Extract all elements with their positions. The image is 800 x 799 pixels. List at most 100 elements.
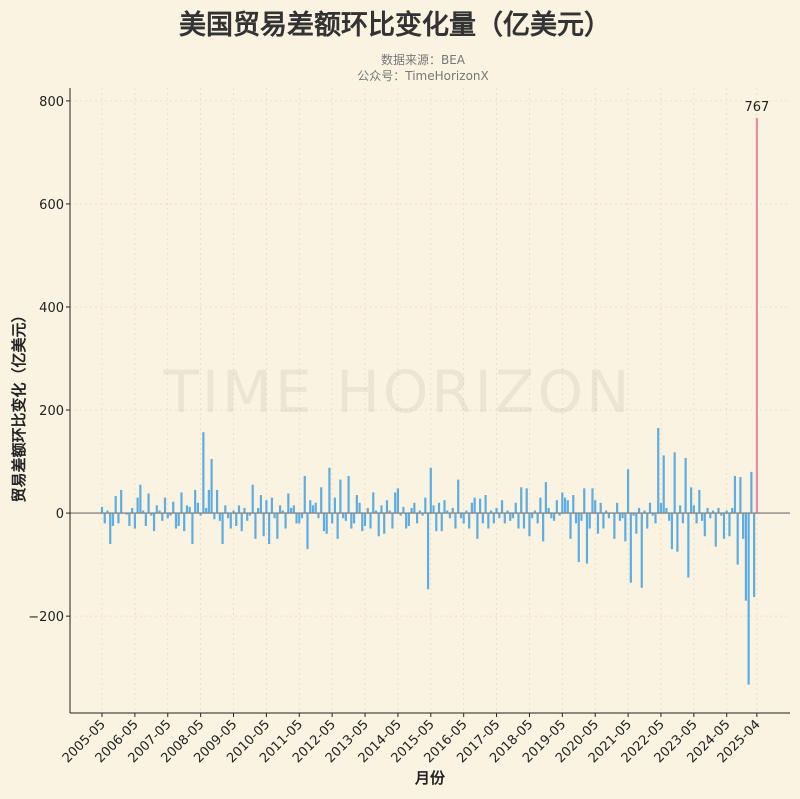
- bar: [728, 513, 731, 537]
- bar: [687, 513, 690, 578]
- bar: [152, 513, 156, 532]
- bar: [317, 513, 320, 519]
- bar: [684, 457, 687, 514]
- bar: [366, 507, 369, 514]
- bar: [418, 510, 421, 514]
- y-tick-label: 0: [56, 507, 64, 522]
- watermark: TIME HORIZON: [162, 358, 632, 426]
- bar: [224, 505, 227, 514]
- bar: [437, 502, 441, 514]
- bar: [613, 513, 616, 539]
- bar: [358, 502, 361, 514]
- bar: [254, 513, 257, 539]
- bar: [470, 502, 473, 514]
- highlight-bar: [755, 117, 758, 514]
- bar: [517, 513, 520, 529]
- bar: [268, 513, 271, 544]
- bar: [626, 469, 630, 514]
- bar: [632, 513, 635, 516]
- bar: [309, 500, 312, 514]
- bar: [498, 513, 501, 519]
- bar: [451, 507, 454, 514]
- bar: [679, 505, 682, 514]
- bar: [646, 513, 649, 529]
- bar: [388, 510, 391, 514]
- bar: [213, 513, 216, 520]
- bar: [205, 507, 208, 514]
- bar: [473, 497, 476, 514]
- bar: [163, 497, 167, 514]
- bar: [276, 513, 279, 539]
- bar: [426, 513, 430, 590]
- bar: [476, 513, 479, 539]
- bar: [744, 513, 747, 601]
- bar: [533, 510, 537, 514]
- bar: [150, 513, 153, 516]
- bar: [454, 513, 457, 529]
- bar: [142, 510, 145, 514]
- bar: [594, 500, 597, 514]
- bar: [385, 500, 389, 514]
- bar: [103, 513, 106, 524]
- bar: [262, 513, 265, 537]
- bar: [528, 513, 531, 537]
- x-axis-label: 月份: [414, 769, 446, 787]
- bar: [185, 505, 189, 514]
- bar: [336, 513, 339, 539]
- bar: [698, 489, 701, 514]
- bar: [468, 513, 471, 529]
- bar: [492, 513, 495, 524]
- bar: [166, 513, 169, 519]
- bar: [489, 510, 493, 514]
- bar: [522, 513, 526, 529]
- bar: [380, 505, 383, 514]
- bar: [363, 513, 367, 526]
- bars: 767: [100, 100, 769, 685]
- bar: [670, 513, 674, 550]
- bar: [714, 513, 717, 547]
- bar: [342, 513, 345, 519]
- bar: [659, 502, 663, 514]
- bar: [311, 505, 315, 514]
- bar: [435, 513, 438, 532]
- bar: [459, 513, 463, 519]
- bar: [591, 488, 594, 514]
- bar: [405, 513, 408, 529]
- bar: [391, 513, 394, 529]
- bar: [750, 471, 753, 514]
- bar: [520, 487, 523, 514]
- bar: [525, 488, 528, 514]
- bar: [273, 513, 276, 519]
- bar: [180, 492, 183, 514]
- bar: [331, 513, 334, 524]
- bar: [372, 492, 375, 514]
- bar: [722, 513, 726, 539]
- bar: [500, 500, 504, 514]
- bar: [246, 513, 249, 521]
- bar: [237, 505, 241, 514]
- bar: [635, 513, 638, 534]
- bar: [580, 513, 583, 521]
- bar: [314, 502, 317, 514]
- bar: [298, 513, 301, 524]
- bar: [665, 507, 668, 514]
- bar: [657, 428, 660, 514]
- bar: [585, 513, 589, 564]
- bar: [320, 487, 323, 514]
- bar: [695, 513, 698, 524]
- bar: [720, 513, 723, 516]
- bar: [111, 513, 115, 526]
- bar: [602, 513, 605, 529]
- bar: [199, 513, 202, 516]
- bar: [289, 507, 293, 514]
- bar: [742, 513, 745, 539]
- bar: [221, 513, 224, 544]
- bar: [668, 513, 671, 521]
- bar: [572, 495, 575, 514]
- bar: [624, 513, 627, 542]
- bar: [448, 513, 452, 519]
- bar: [577, 513, 580, 563]
- bar: [736, 513, 739, 565]
- bar: [731, 507, 734, 514]
